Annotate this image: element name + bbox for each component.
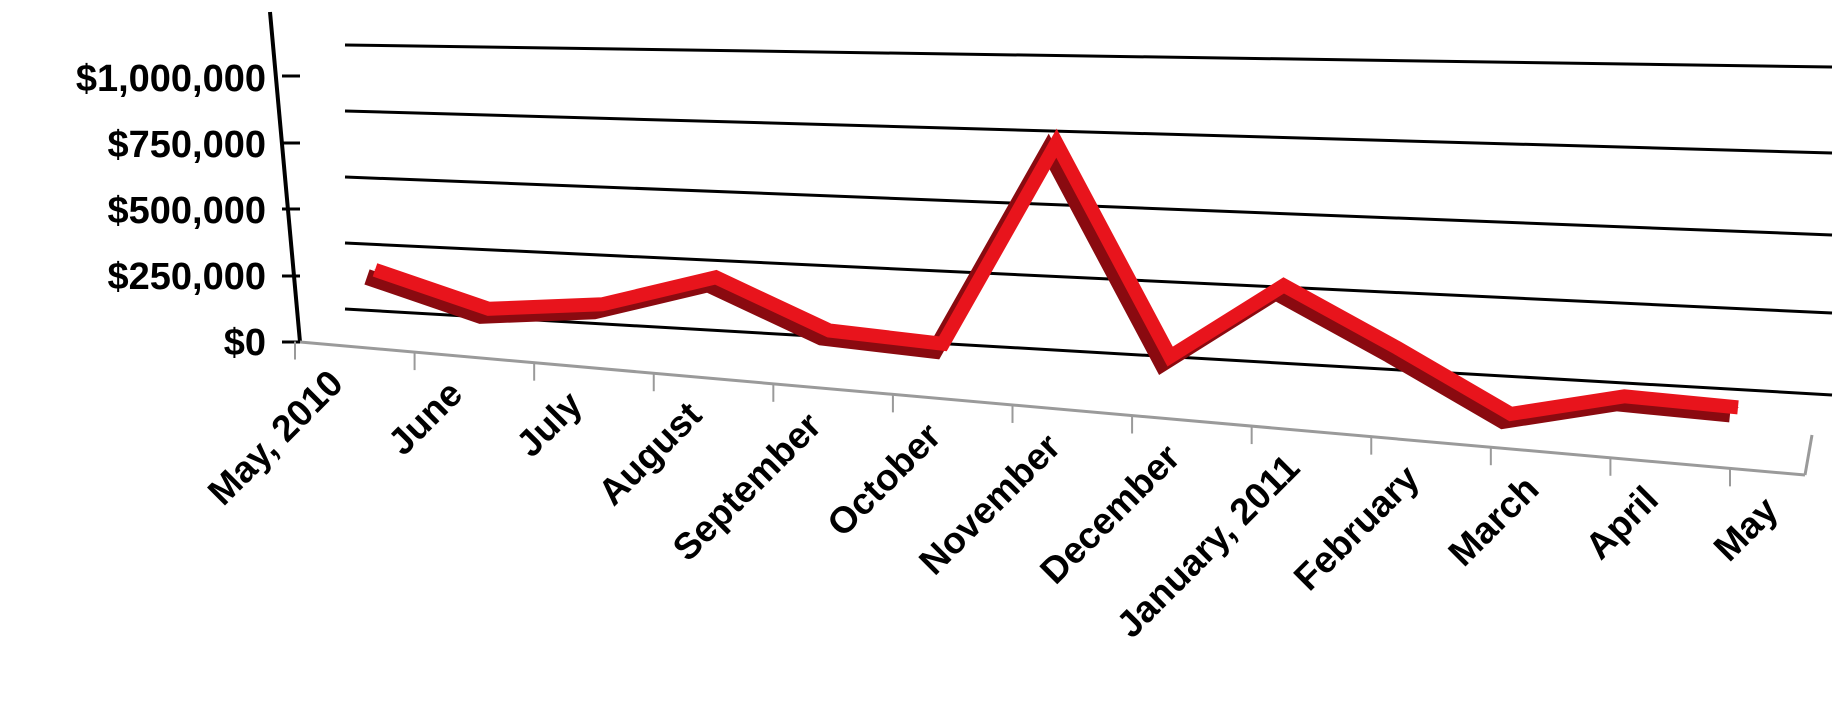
x-tick-label: July (508, 383, 590, 465)
data-point (1170, 356, 1171, 357)
gridline (345, 45, 1832, 67)
gridline (345, 111, 1832, 153)
data-point (1283, 285, 1284, 286)
x-tick-label: May, 2010 (200, 362, 351, 513)
data-point (1510, 413, 1511, 414)
x-tick-label: March (1440, 468, 1546, 574)
data-point (1624, 396, 1625, 397)
x-axis-ticks: May, 2010 June July AugustSeptemberOctoberN… (200, 342, 1786, 646)
data-point (1397, 347, 1398, 348)
series-line-side (367, 150, 1730, 421)
data-point (715, 277, 716, 278)
y-axis-ticks: $0 $250,000 $500,000 $750,000 $1,000,000 (76, 58, 266, 364)
series-line (375, 143, 1738, 414)
x-tick-label: April (1577, 478, 1666, 567)
y-tick-label: $250,000 (108, 256, 267, 298)
x-tick-label: June (380, 373, 470, 463)
x-tick-label: February (1286, 457, 1427, 598)
data-point (488, 308, 489, 309)
y-tick-label: $1,000,000 (76, 58, 266, 100)
data-point (942, 343, 943, 344)
data-point (1056, 143, 1057, 144)
data-point (1738, 407, 1739, 408)
y-tick-label: $500,000 (108, 190, 267, 232)
x-tick-label: August (590, 394, 709, 513)
gridline (345, 309, 1832, 395)
data-point (602, 304, 603, 305)
x-tick-label: May (1706, 489, 1786, 569)
data-point (829, 330, 830, 331)
data-point (375, 269, 376, 270)
x-axis-right-edge (1805, 435, 1812, 475)
y-tick-label: $0 (224, 322, 266, 364)
y-axis-line (270, 12, 300, 342)
x-tick-label: October (819, 415, 948, 544)
y-tick-label: $750,000 (108, 124, 267, 166)
